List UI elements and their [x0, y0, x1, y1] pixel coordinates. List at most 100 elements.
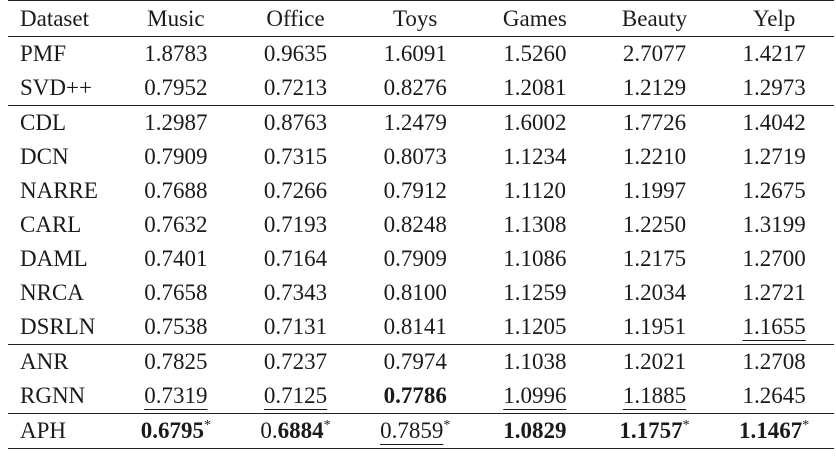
metric-cell: 1.2034 [595, 276, 715, 310]
header-office: Office [235, 0, 356, 37]
significance-marker: * [682, 418, 690, 433]
table-body: PMF 1.8783 0.9635 1.6091 1.5260 2.7077 1.4217 S… [8, 37, 834, 449]
metric-value: 1.2129 [622, 75, 687, 100]
value-prefix: 0. [260, 418, 278, 443]
metric-cell: 1.2987 [116, 105, 236, 140]
metric-value: 1.5260 [503, 41, 567, 66]
row-method-name: NRCA [20, 280, 84, 305]
table-row: ANR 0.7825 0.7237 0.7974 1.1038 1.2021 1.2708 [8, 344, 834, 379]
metric-cell: 0.7343 [236, 276, 356, 310]
row-method-name: NARRE [20, 178, 98, 203]
metric-value: 1.2708 [742, 349, 806, 374]
metric-value: 1.1086 [503, 246, 567, 271]
metric-value: 0.7266 [263, 178, 328, 203]
metric-value: 1.2210 [622, 144, 687, 169]
metric-cell: 0.8248 [355, 208, 475, 242]
metric-cell: 1.2210 [595, 140, 715, 174]
metric-value: 1.1885 [622, 383, 687, 408]
significance-marker: * [204, 418, 211, 433]
metric-cell: 0.7125 [236, 379, 356, 414]
metric-cell: 0.7909 [355, 242, 475, 276]
metric-cell: 0.8073 [355, 140, 475, 174]
metric-cell: 1.0996 [475, 379, 595, 414]
metric-cell: 0.8141 [355, 310, 475, 345]
row-method-name: CDL [8, 105, 117, 140]
metric-value: 1.2987 [144, 110, 208, 135]
table-row: DAML 0.7401 0.7164 0.7909 1.1086 1.2175 1.2700 [8, 242, 834, 276]
metric-value: 1.2973 [742, 75, 806, 100]
metric-cell: 1.1951 [595, 310, 715, 345]
metric-value: 0.7909 [383, 246, 447, 271]
metric-cell: 0.8763 [235, 105, 356, 140]
header-games: Games [475, 0, 595, 37]
metric-value: 0.7909 [144, 144, 208, 169]
metric-value: 1.1308 [503, 212, 567, 237]
metric-value: 1.1259 [503, 280, 567, 305]
metric-cell: 0.7401 [116, 242, 236, 276]
table-row: PMF 1.8783 0.9635 1.6091 1.5260 2.7077 1.4217 [8, 37, 834, 72]
table-row: DCN 0.7909 0.7315 0.8073 1.1234 1.2210 1.2719 [8, 140, 834, 174]
table-row: RGNN 0.7319 0.7125 0.7786 1.0996 1.1885 1.2645 [8, 379, 834, 414]
row-method-name: CARL [20, 212, 82, 237]
metric-value: 0.8276 [383, 75, 447, 100]
metric-value: 1.0829 [503, 418, 567, 443]
metric-value: 1.7726 [622, 110, 687, 135]
metric-value: 0.9635 [263, 41, 328, 66]
metric-cell: 1.1259 [475, 276, 595, 310]
metric-cell: 1.2645 [714, 379, 834, 414]
metric-cell: 1.1885 [595, 379, 715, 414]
header-music: Music [116, 0, 236, 37]
metric-cell: 0.7632 [116, 208, 236, 242]
metric-value: 0.7401 [144, 246, 208, 271]
metric-cell: 0.7912 [355, 174, 475, 208]
metric-cell: 0.7131 [236, 310, 356, 345]
metric-value: 1.4217 [742, 41, 806, 66]
row-method-name: SVD++ [20, 75, 92, 100]
metric-cell: 1.1757* [594, 413, 715, 449]
row-method-name: DSRLN [20, 314, 96, 339]
row-method-name: APH [8, 413, 117, 449]
metric-value: 0.8141 [383, 314, 447, 339]
metric-cell: 0.6884* [235, 413, 356, 449]
table-row: CARL 0.7632 0.7193 0.8248 1.1308 1.2250 1.3199 [8, 208, 834, 242]
significance-marker: * [443, 418, 451, 433]
metric-cell: 0.7213 [236, 71, 356, 106]
header-row: Dataset Music Office Toys Games Beauty Y… [8, 0, 834, 37]
metric-value: 0.7319 [144, 383, 208, 408]
metric-value: 1.2700 [742, 246, 806, 271]
metric-value: 1.3199 [742, 212, 806, 237]
metric-value: 1.6002 [503, 110, 567, 135]
metric-value: 0.7131 [263, 314, 328, 339]
metric-value: 1.1234 [503, 144, 567, 169]
metric-value: 0.8248 [383, 212, 447, 237]
metric-cell: 1.2973 [714, 71, 834, 106]
metric-value: 1.1757 [619, 418, 683, 443]
metric-cell: 1.1655 [714, 310, 834, 345]
header-beauty: Beauty [594, 0, 715, 37]
metric-value: 0.7825 [144, 349, 208, 374]
metric-cell: 1.1234 [475, 140, 595, 174]
metric-cell: 0.6795* [116, 413, 236, 449]
metric-value: 1.2479 [383, 110, 447, 135]
metric-cell: 1.2719 [714, 140, 834, 174]
metric-cell: 1.1038 [475, 344, 595, 379]
metric-cell: 0.7237 [235, 344, 356, 379]
row-method-name: PMF [20, 41, 67, 66]
metric-cell: 0.7688 [116, 174, 236, 208]
metric-value: 2.7077 [622, 41, 687, 66]
metric-cell: 1.6091 [355, 37, 475, 72]
metric-value: 0.7786 [383, 383, 447, 408]
metric-cell: 0.7538 [116, 310, 236, 345]
metric-value: 1.6091 [383, 41, 447, 66]
metric-cell: 0.7825 [116, 344, 236, 379]
metric-cell: 1.1120 [475, 174, 595, 208]
metric-value: 0.7125 [263, 383, 328, 408]
significance-marker: * [323, 418, 331, 433]
metric-cell: 1.4042 [714, 105, 834, 140]
metric-value: 1.1038 [503, 349, 567, 374]
metric-value: 0.7688 [144, 178, 208, 203]
table-row: CDL 1.2987 0.8763 1.2479 1.6002 1.7726 1.4042 [8, 105, 834, 140]
metric-cell: 1.6002 [475, 105, 595, 140]
metric-value: 0.7658 [144, 280, 208, 305]
metric-cell: 0.7859* [355, 413, 476, 449]
